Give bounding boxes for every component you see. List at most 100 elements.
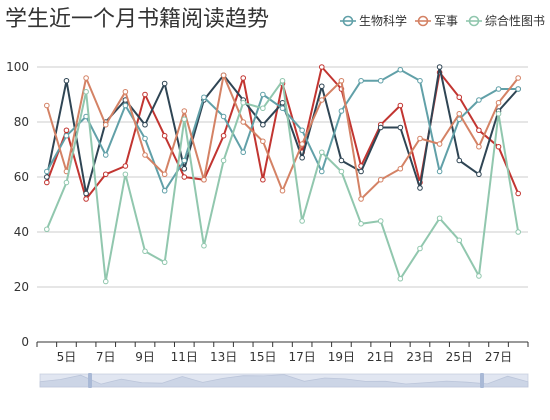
data-point <box>495 86 502 92</box>
x-tick-label: 15日 <box>249 350 276 364</box>
data-point <box>240 119 247 125</box>
data-point <box>122 163 129 169</box>
data-zoom-slider[interactable] <box>39 373 529 388</box>
data-point <box>161 187 168 194</box>
data-point <box>358 220 364 227</box>
data-point <box>44 168 50 175</box>
x-tick-label: 19日 <box>328 350 355 364</box>
data-point <box>63 77 70 84</box>
data-point <box>397 124 404 131</box>
data-point <box>260 176 266 183</box>
data-point <box>417 185 423 191</box>
data-point <box>476 97 482 103</box>
zoom-window[interactable] <box>40 374 528 387</box>
data-point <box>318 168 325 175</box>
data-point <box>102 278 109 285</box>
data-point <box>161 132 168 139</box>
data-point <box>102 171 109 178</box>
data-point <box>83 75 89 81</box>
data-point <box>377 124 384 131</box>
x-tick-label: 17日 <box>288 350 315 364</box>
data-point <box>240 149 247 156</box>
data-point <box>83 196 89 202</box>
data-point <box>476 273 482 279</box>
data-point <box>122 102 129 109</box>
series-lines <box>44 64 521 285</box>
data-point <box>456 237 463 244</box>
data-point <box>495 99 502 106</box>
x-tick-label: 9日 <box>135 350 155 364</box>
data-point <box>142 91 148 98</box>
data-point <box>142 121 148 128</box>
data-point <box>63 127 70 134</box>
y-tick-label: 40 <box>14 225 29 239</box>
data-point <box>436 168 443 175</box>
data-point <box>338 157 345 164</box>
data-point <box>240 99 247 106</box>
data-point <box>377 176 384 183</box>
series-4 <box>44 72 521 202</box>
data-point <box>260 138 266 145</box>
data-point <box>201 176 207 183</box>
data-point <box>181 157 188 164</box>
data-point <box>318 64 325 70</box>
data-point <box>515 229 521 235</box>
data-point <box>299 154 305 161</box>
legend-label[interactable]: 生物科学 <box>359 13 407 28</box>
data-point <box>417 135 423 142</box>
x-tick-label: 13日 <box>210 350 237 364</box>
y-tick-label: 80 <box>14 115 29 129</box>
data-point <box>476 143 482 150</box>
x-tick-label: 27日 <box>485 350 512 364</box>
x-tick-label: 5日 <box>57 350 77 364</box>
data-point <box>44 226 50 233</box>
data-point <box>220 113 227 120</box>
data-point <box>417 245 423 252</box>
data-point <box>201 94 207 101</box>
y-tick-label: 60 <box>14 170 29 184</box>
data-point <box>417 77 423 84</box>
data-point <box>358 168 364 175</box>
data-point <box>397 165 404 172</box>
data-point <box>142 135 148 142</box>
data-point <box>260 121 266 128</box>
data-point <box>318 97 325 103</box>
legend-label[interactable]: 综合性图书 <box>485 13 545 28</box>
x-tick-label: 21日 <box>367 350 394 364</box>
data-point <box>515 75 521 81</box>
data-point <box>397 66 404 73</box>
data-point <box>161 259 168 266</box>
data-point <box>142 152 148 158</box>
data-point <box>318 83 325 90</box>
zoom-handle-start[interactable] <box>88 373 92 388</box>
data-point <box>377 218 384 224</box>
data-point <box>515 86 521 92</box>
legend-label[interactable]: 军事 <box>434 14 458 28</box>
data-point <box>83 88 89 95</box>
series-line <box>45 74 519 200</box>
data-point <box>260 91 266 98</box>
data-point <box>476 171 482 178</box>
data-point <box>436 141 443 147</box>
data-point <box>181 174 188 180</box>
data-point <box>161 80 168 87</box>
data-point <box>279 77 286 84</box>
data-point <box>161 171 168 178</box>
data-point <box>456 110 463 117</box>
x-tick-label: 11日 <box>171 350 198 364</box>
y-tick-label: 20 <box>14 280 29 294</box>
x-tick-label: 23日 <box>406 350 433 364</box>
legend[interactable]: 综合性图书 军事 生物科学 <box>340 13 545 28</box>
data-point <box>142 248 148 255</box>
data-point <box>44 179 50 186</box>
zoom-handle-end[interactable] <box>480 373 484 388</box>
data-point <box>279 99 286 106</box>
data-point <box>436 64 443 70</box>
data-point <box>338 108 345 114</box>
data-point <box>220 132 227 139</box>
data-point <box>377 77 384 84</box>
data-point <box>436 215 443 222</box>
data-point <box>495 110 502 117</box>
data-point <box>102 121 109 128</box>
data-point <box>397 102 404 109</box>
